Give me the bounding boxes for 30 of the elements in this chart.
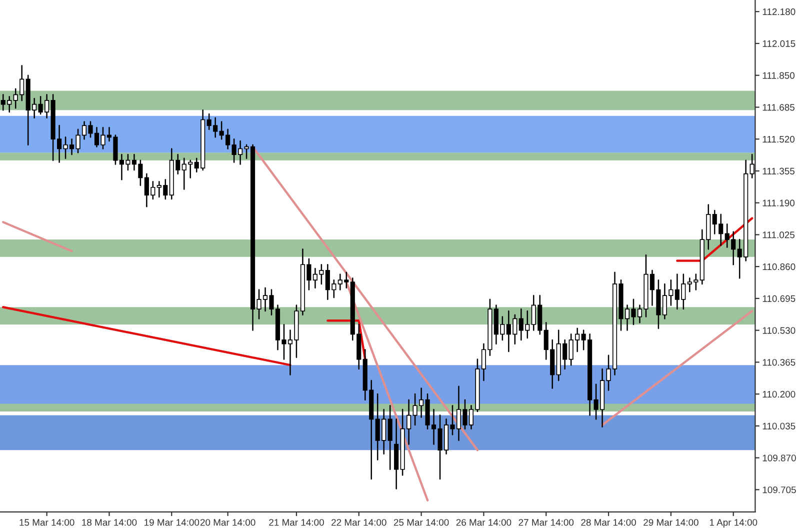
y-tick-label: 111.520 [762, 136, 795, 143]
x-tick-label: 15 Mar 14:00 [20, 519, 74, 526]
y-tick-label: 111.355 [762, 168, 794, 174]
candlestick [750, 154, 754, 178]
y-tick-label: 112.180 [762, 8, 796, 16]
y-tick-label: 112.015 [762, 40, 796, 47]
x-tick-label: 28 Mar 14:00 [581, 519, 636, 526]
y-tick-label: 111.190 [762, 200, 795, 206]
x-tick-label: 1 Apr 14:00 [710, 519, 758, 528]
x-tick-label: 21 Mar 14:00 [269, 519, 324, 526]
y-tick-label: 109.705 [762, 486, 796, 494]
x-tick-label: 20 Mar 14:00 [200, 519, 256, 526]
y-tick-label: 110.695 [762, 295, 796, 302]
x-tick-label: 18 Mar 14:00 [82, 519, 137, 526]
x-tick-label: 29 Mar 14:00 [644, 519, 698, 526]
y-tick-label: 110.860 [762, 263, 796, 270]
y-tick-label: 111.685 [762, 104, 794, 111]
y-tick-label: 110.035 [762, 422, 796, 430]
x-tick-label: 22 Mar 14:00 [332, 519, 386, 526]
y-tick-label: 110.365 [762, 359, 796, 366]
y-tick-label: 110.200 [762, 390, 796, 398]
x-tick-label: 25 Mar 14:00 [394, 519, 449, 526]
y-tick-label: 111.850 [762, 72, 795, 79]
candlestick [388, 405, 392, 470]
y-tick-label: 109.870 [762, 454, 796, 462]
y-tick-label: 111.025 [762, 232, 794, 238]
x-tick-label: 19 Mar 14:00 [144, 519, 200, 526]
y-tick-label: 110.530 [762, 327, 796, 334]
x-tick-label: 27 Mar 14:00 [518, 519, 574, 526]
x-tick-label: 26 Mar 14:00 [456, 519, 512, 526]
